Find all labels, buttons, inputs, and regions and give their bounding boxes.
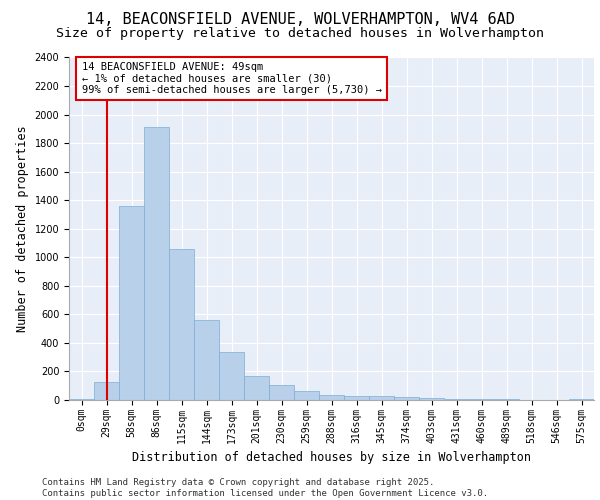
Bar <box>94 382 119 400</box>
Bar <box>119 206 144 400</box>
Y-axis label: Number of detached properties: Number of detached properties <box>16 126 29 332</box>
Text: 14 BEACONSFIELD AVENUE: 49sqm
← 1% of detached houses are smaller (30)
99% of se: 14 BEACONSFIELD AVENUE: 49sqm ← 1% of de… <box>82 62 382 95</box>
Bar <box>394 397 419 400</box>
Text: Size of property relative to detached houses in Wolverhampton: Size of property relative to detached ho… <box>56 28 544 40</box>
Bar <box>69 398 94 400</box>
Bar <box>419 398 444 400</box>
Bar <box>169 250 194 400</box>
Bar <box>369 396 394 400</box>
X-axis label: Distribution of detached houses by size in Wolverhampton: Distribution of detached houses by size … <box>132 451 531 464</box>
Bar <box>219 352 244 400</box>
Bar <box>144 128 169 400</box>
Bar <box>194 320 219 400</box>
Bar <box>294 392 319 400</box>
Text: 14, BEACONSFIELD AVENUE, WOLVERHAMPTON, WV4 6AD: 14, BEACONSFIELD AVENUE, WOLVERHAMPTON, … <box>86 12 514 28</box>
Bar <box>569 398 594 400</box>
Text: Contains HM Land Registry data © Crown copyright and database right 2025.
Contai: Contains HM Land Registry data © Crown c… <box>42 478 488 498</box>
Bar <box>344 396 369 400</box>
Bar <box>319 395 344 400</box>
Bar <box>244 376 269 400</box>
Bar <box>269 385 294 400</box>
